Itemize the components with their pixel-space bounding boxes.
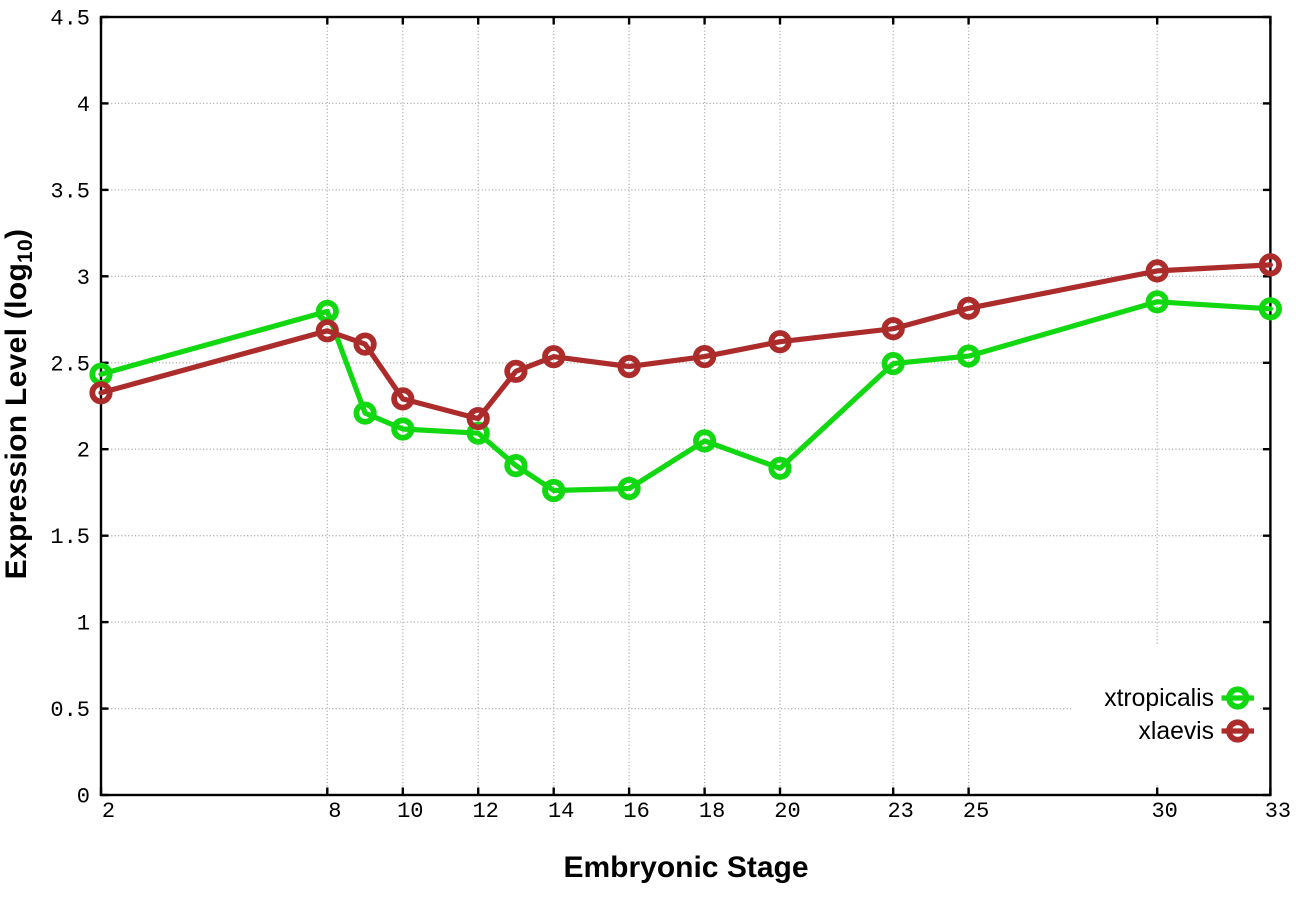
svg-text:33: 33 (1265, 799, 1291, 824)
svg-text:10: 10 (397, 799, 423, 824)
svg-text:30: 30 (1151, 799, 1177, 824)
svg-text:0.5: 0.5 (50, 698, 90, 723)
svg-text:3: 3 (77, 266, 90, 291)
svg-text:16: 16 (623, 799, 649, 824)
svg-text:4: 4 (77, 93, 90, 118)
svg-text:8: 8 (328, 799, 341, 824)
svg-text:1.5: 1.5 (50, 525, 90, 550)
svg-text:0: 0 (77, 785, 90, 810)
svg-text:2: 2 (102, 799, 115, 824)
svg-text:xtropicalis: xtropicalis (1104, 685, 1214, 712)
svg-text:2.5: 2.5 (50, 352, 90, 377)
svg-text:12: 12 (472, 799, 498, 824)
svg-text:18: 18 (699, 799, 725, 824)
svg-text:Expression Level (log10): Expression Level (log10) (0, 229, 37, 580)
svg-text:Embryonic Stage: Embryonic Stage (563, 851, 808, 884)
svg-text:4.5: 4.5 (50, 7, 90, 32)
svg-text:23: 23 (887, 799, 913, 824)
svg-text:2: 2 (77, 439, 90, 464)
svg-text:25: 25 (963, 799, 989, 824)
svg-text:20: 20 (774, 799, 800, 824)
svg-text:xlaevis: xlaevis (1139, 718, 1214, 745)
svg-text:3.5: 3.5 (50, 179, 90, 204)
svg-text:14: 14 (548, 799, 574, 824)
svg-text:1: 1 (77, 612, 90, 637)
